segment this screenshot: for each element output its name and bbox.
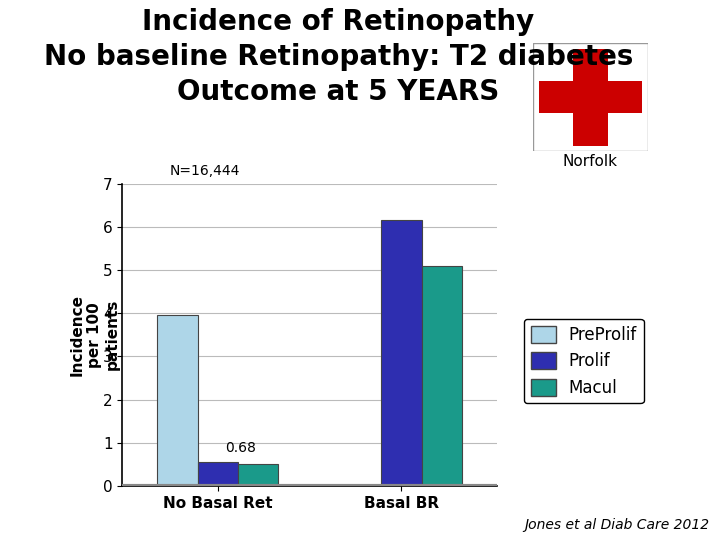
Text: Outcome at 5 YEARS: Outcome at 5 YEARS [177,78,500,106]
Bar [157,315,198,486]
Text: 0.68: 0.68 [225,441,256,455]
Bar [381,220,421,486]
Bar [198,462,238,486]
Bar [573,49,608,146]
Bar [539,81,642,113]
Text: Norfolk: Norfolk [563,154,618,169]
Y-axis label: Incidence
per 100
patients: Incidence per 100 patients [70,294,120,376]
Text: N=16,444: N=16,444 [170,164,240,178]
Bar [421,266,462,486]
Text: Jones et al Diab Care 2012: Jones et al Diab Care 2012 [524,518,709,532]
Text: No baseline Retinopathy: T2 diabetes: No baseline Retinopathy: T2 diabetes [44,43,633,71]
Bar [238,464,279,486]
Text: Incidence of Retinopathy: Incidence of Retinopathy [143,8,534,36]
Legend: PreProlif, Prolif, Macul: PreProlif, Prolif, Macul [524,319,644,403]
